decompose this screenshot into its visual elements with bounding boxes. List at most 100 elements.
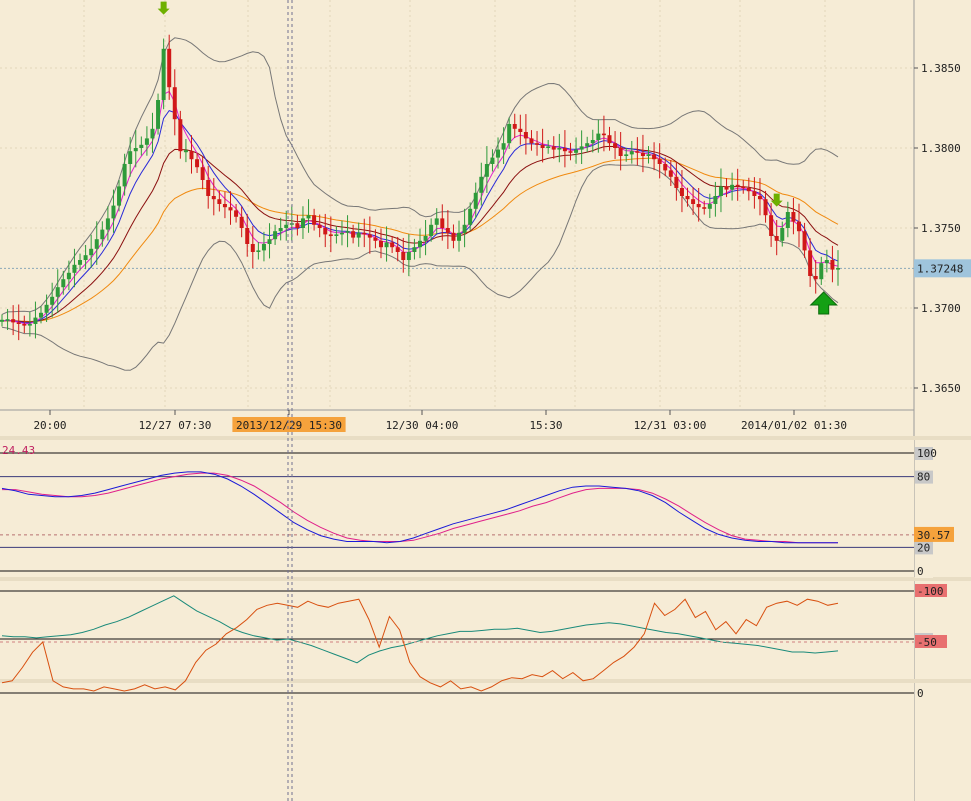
- candle-body: [836, 268, 840, 270]
- candle-body: [546, 146, 551, 148]
- candle-body: [819, 263, 824, 280]
- candle-body: [178, 119, 183, 152]
- candle-body: [200, 167, 205, 180]
- candle-body: [423, 236, 428, 241]
- candle-body: [189, 151, 194, 160]
- williams-r-panel[interactable]: 0 -50 -100: [0, 584, 947, 801]
- candle-body: [457, 232, 462, 241]
- candle-body: [161, 48, 166, 100]
- candle-body: [640, 152, 645, 156]
- stochastic-level-label: 80: [917, 471, 930, 484]
- candle-body: [412, 247, 417, 252]
- current-price-badge: [914, 259, 971, 278]
- candle-body: [334, 234, 339, 236]
- candle-body: [757, 196, 762, 200]
- time-tick-label: 12/31 03:00: [634, 419, 707, 432]
- current-price-label: 1.37248: [917, 262, 963, 275]
- candle-body: [674, 176, 679, 188]
- candle-body: [741, 186, 746, 188]
- candle-body: [590, 140, 595, 144]
- candle-body: [105, 218, 110, 230]
- candle-body: [696, 204, 701, 208]
- williams-level-label: -100: [917, 585, 944, 598]
- candle-body: [390, 242, 395, 248]
- candle-body: [624, 154, 629, 156]
- upper-band: [1, 37, 839, 315]
- price-axis: 1.3850 1.3800 1.3750 1.3700 1.3650 1.37248: [914, 62, 971, 395]
- candle-body: [122, 164, 127, 187]
- candle-body: [462, 224, 467, 233]
- candle-body: [378, 240, 383, 248]
- candle-body: [351, 231, 356, 238]
- candle-body: [418, 240, 422, 248]
- candle-body: [61, 279, 66, 288]
- candle-body: [323, 228, 328, 235]
- candle-body: [507, 124, 512, 144]
- candle-body: [523, 132, 528, 139]
- oscillator-panel[interactable]: .0: [0, 581, 933, 679]
- candle-body: [250, 244, 255, 252]
- price-tick-label: 1.3650: [921, 382, 961, 395]
- candle-body: [657, 159, 662, 164]
- candle-body: [512, 124, 517, 129]
- candle-body: [367, 234, 372, 238]
- candle-body: [629, 151, 634, 155]
- panel-separator[interactable]: [0, 577, 971, 581]
- candle-body: [562, 148, 567, 152]
- candle-body: [579, 146, 584, 150]
- stochastic-title: 24.43: [2, 444, 35, 457]
- candle-body: [228, 207, 233, 211]
- candle-body: [529, 138, 534, 144]
- candle-body: [22, 324, 27, 326]
- candle-body: [328, 234, 333, 236]
- candle-body: [501, 143, 506, 150]
- candle-body: [802, 231, 807, 251]
- candle-body: [496, 149, 501, 158]
- candle-body: [707, 204, 712, 209]
- stochastic-panel[interactable]: 100 80 20 0 30.57 24.43: [0, 440, 954, 578]
- sell-arrow-icon: [157, 1, 170, 15]
- candle-body: [300, 218, 305, 228]
- candle-body: [362, 232, 367, 235]
- candle-body: [607, 135, 612, 144]
- candle-body: [395, 247, 400, 252]
- candle-body: [780, 228, 785, 241]
- candle-body: [339, 232, 344, 235]
- candle-body: [451, 232, 456, 241]
- candle-body: [94, 239, 99, 249]
- candle-body: [479, 176, 484, 193]
- candle-body: [89, 248, 94, 256]
- level-badge: [915, 447, 933, 460]
- candle-body: [306, 215, 311, 219]
- candle-body: [111, 205, 116, 219]
- candle-body: [55, 287, 60, 297]
- candle-body: [295, 223, 300, 228]
- candle-body: [769, 215, 774, 236]
- candle-body: [167, 48, 172, 88]
- candle-body: [518, 128, 523, 132]
- candle-body: [685, 196, 690, 200]
- stochastic-level-label: 100: [917, 447, 937, 460]
- panel-separator[interactable]: [0, 436, 971, 440]
- candle-body: [824, 260, 829, 264]
- candle-body: [473, 192, 478, 209]
- candle-body: [785, 212, 790, 228]
- candles: [0, 34, 840, 341]
- candle-body: [830, 260, 835, 270]
- time-tick-label: 12/30 04:00: [386, 419, 459, 432]
- candle-body: [724, 186, 729, 190]
- stochastic-level-label: 20: [917, 541, 930, 554]
- candle-body: [668, 170, 673, 177]
- stochastic-value-label: 30.57: [917, 529, 950, 542]
- candle-body: [27, 324, 32, 326]
- candle-body: [239, 216, 244, 228]
- candle-body: [646, 154, 651, 156]
- panel-separator[interactable]: [0, 679, 971, 683]
- candle-body: [211, 196, 216, 200]
- candle-body: [401, 252, 406, 260]
- candle-body: [730, 184, 735, 190]
- candle-body: [245, 228, 250, 244]
- crosshair-time-badge: [232, 417, 346, 432]
